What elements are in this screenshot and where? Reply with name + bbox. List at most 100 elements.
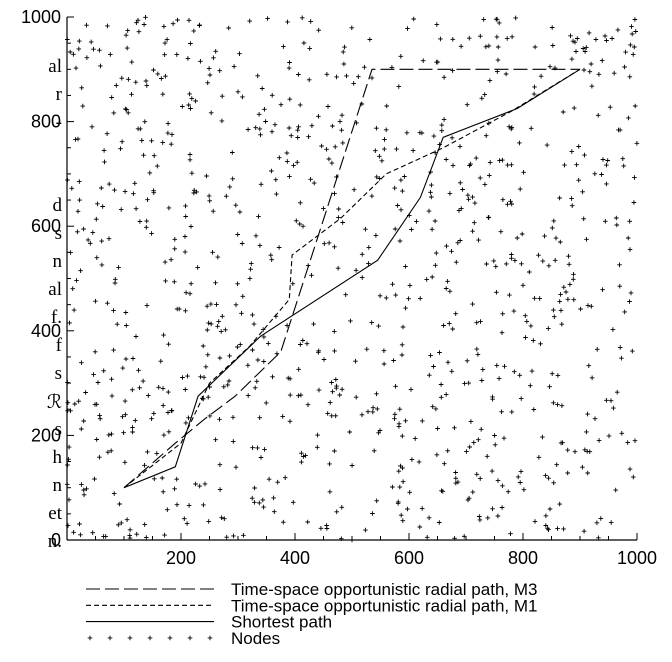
node-marker: [553, 235, 559, 241]
node-marker: [119, 520, 124, 526]
node-marker: [161, 332, 166, 338]
node-marker: [626, 115, 631, 121]
node-marker: [593, 37, 599, 42]
node-marker: [215, 324, 220, 329]
node-marker: [434, 59, 439, 65]
node-marker: [353, 268, 359, 273]
page-text-fragment: s: [54, 223, 62, 244]
node-marker: [632, 44, 637, 50]
node-marker: [329, 380, 334, 385]
node-marker: [627, 247, 633, 252]
node-marker: [324, 523, 329, 528]
node-marker: [537, 296, 542, 301]
node-marker: [257, 500, 262, 506]
legend-marker-nodes: [147, 635, 153, 641]
node-marker: [594, 347, 600, 352]
node-marker: [570, 38, 576, 44]
node-marker: [296, 393, 301, 398]
node-marker: [165, 507, 170, 512]
node-marker: [191, 190, 197, 196]
node-marker: [417, 296, 423, 301]
node-marker: [266, 476, 272, 482]
node-marker: [172, 486, 177, 492]
node-marker: [497, 158, 502, 163]
node-marker: [532, 44, 538, 50]
node-marker: [571, 297, 577, 302]
node-marker: [494, 17, 500, 22]
node-marker: [206, 320, 211, 326]
node-marker: [141, 152, 146, 158]
node-marker: [627, 299, 632, 304]
node-marker: [441, 75, 447, 80]
node-marker: [135, 17, 141, 23]
node-marker: [374, 498, 379, 504]
node-marker: [520, 283, 526, 288]
node-marker: [311, 180, 317, 186]
node-marker: [377, 154, 382, 159]
node-marker: [524, 319, 530, 324]
node-marker: [130, 425, 135, 430]
node-marker: [531, 407, 537, 412]
node-marker: [566, 262, 572, 267]
node-marker: [392, 412, 398, 417]
node-marker: [143, 15, 148, 20]
y-tick-label: 0: [51, 530, 61, 550]
x-tick-label: 400: [280, 548, 310, 568]
node-marker: [546, 263, 552, 269]
node-marker: [207, 72, 213, 78]
node-marker: [544, 142, 550, 148]
node-marker: [629, 31, 635, 37]
node-marker: [486, 215, 492, 220]
node-marker: [619, 355, 624, 361]
node-marker: [247, 276, 253, 281]
node-marker: [85, 237, 91, 243]
node-marker: [437, 350, 442, 355]
node-marker: [447, 321, 452, 326]
node-marker: [77, 38, 82, 44]
node-marker: [582, 49, 588, 54]
node-marker: [405, 506, 410, 512]
node-marker: [308, 19, 313, 24]
node-marker: [632, 438, 638, 443]
node-marker: [261, 504, 266, 510]
node-marker: [95, 201, 100, 207]
node-marker: [572, 449, 578, 454]
node-marker: [558, 239, 563, 245]
node-marker: [258, 455, 264, 460]
node-marker: [457, 144, 463, 149]
node-marker: [377, 293, 383, 299]
node-marker: [576, 177, 581, 183]
node-marker: [527, 269, 532, 275]
node-marker: [439, 122, 445, 128]
node-marker: [186, 415, 191, 421]
node-marker: [396, 499, 401, 505]
node-marker: [367, 37, 373, 42]
node-marker: [397, 406, 403, 412]
node-marker: [617, 262, 622, 268]
node-marker: [382, 146, 387, 152]
node-marker: [134, 531, 139, 537]
node-marker: [233, 464, 239, 470]
node-marker: [500, 311, 505, 317]
node-marker: [487, 173, 492, 178]
node-marker: [600, 287, 605, 292]
node-marker: [131, 191, 136, 196]
node-marker: [188, 41, 193, 46]
node-marker: [587, 69, 593, 74]
node-marker: [458, 180, 463, 186]
node-marker: [529, 368, 535, 374]
node-marker: [617, 127, 623, 133]
node-marker: [100, 204, 105, 209]
node-marker: [462, 381, 467, 386]
node-marker: [214, 302, 219, 307]
node-marker: [433, 263, 438, 268]
node-marker: [559, 403, 565, 408]
y-tick-label: 400: [31, 321, 61, 341]
node-marker: [225, 382, 230, 388]
node-marker: [256, 214, 261, 219]
node-marker: [484, 454, 490, 459]
node-marker: [628, 42, 633, 48]
node-marker: [333, 413, 338, 419]
node-marker: [151, 153, 157, 158]
node-marker: [578, 306, 583, 312]
